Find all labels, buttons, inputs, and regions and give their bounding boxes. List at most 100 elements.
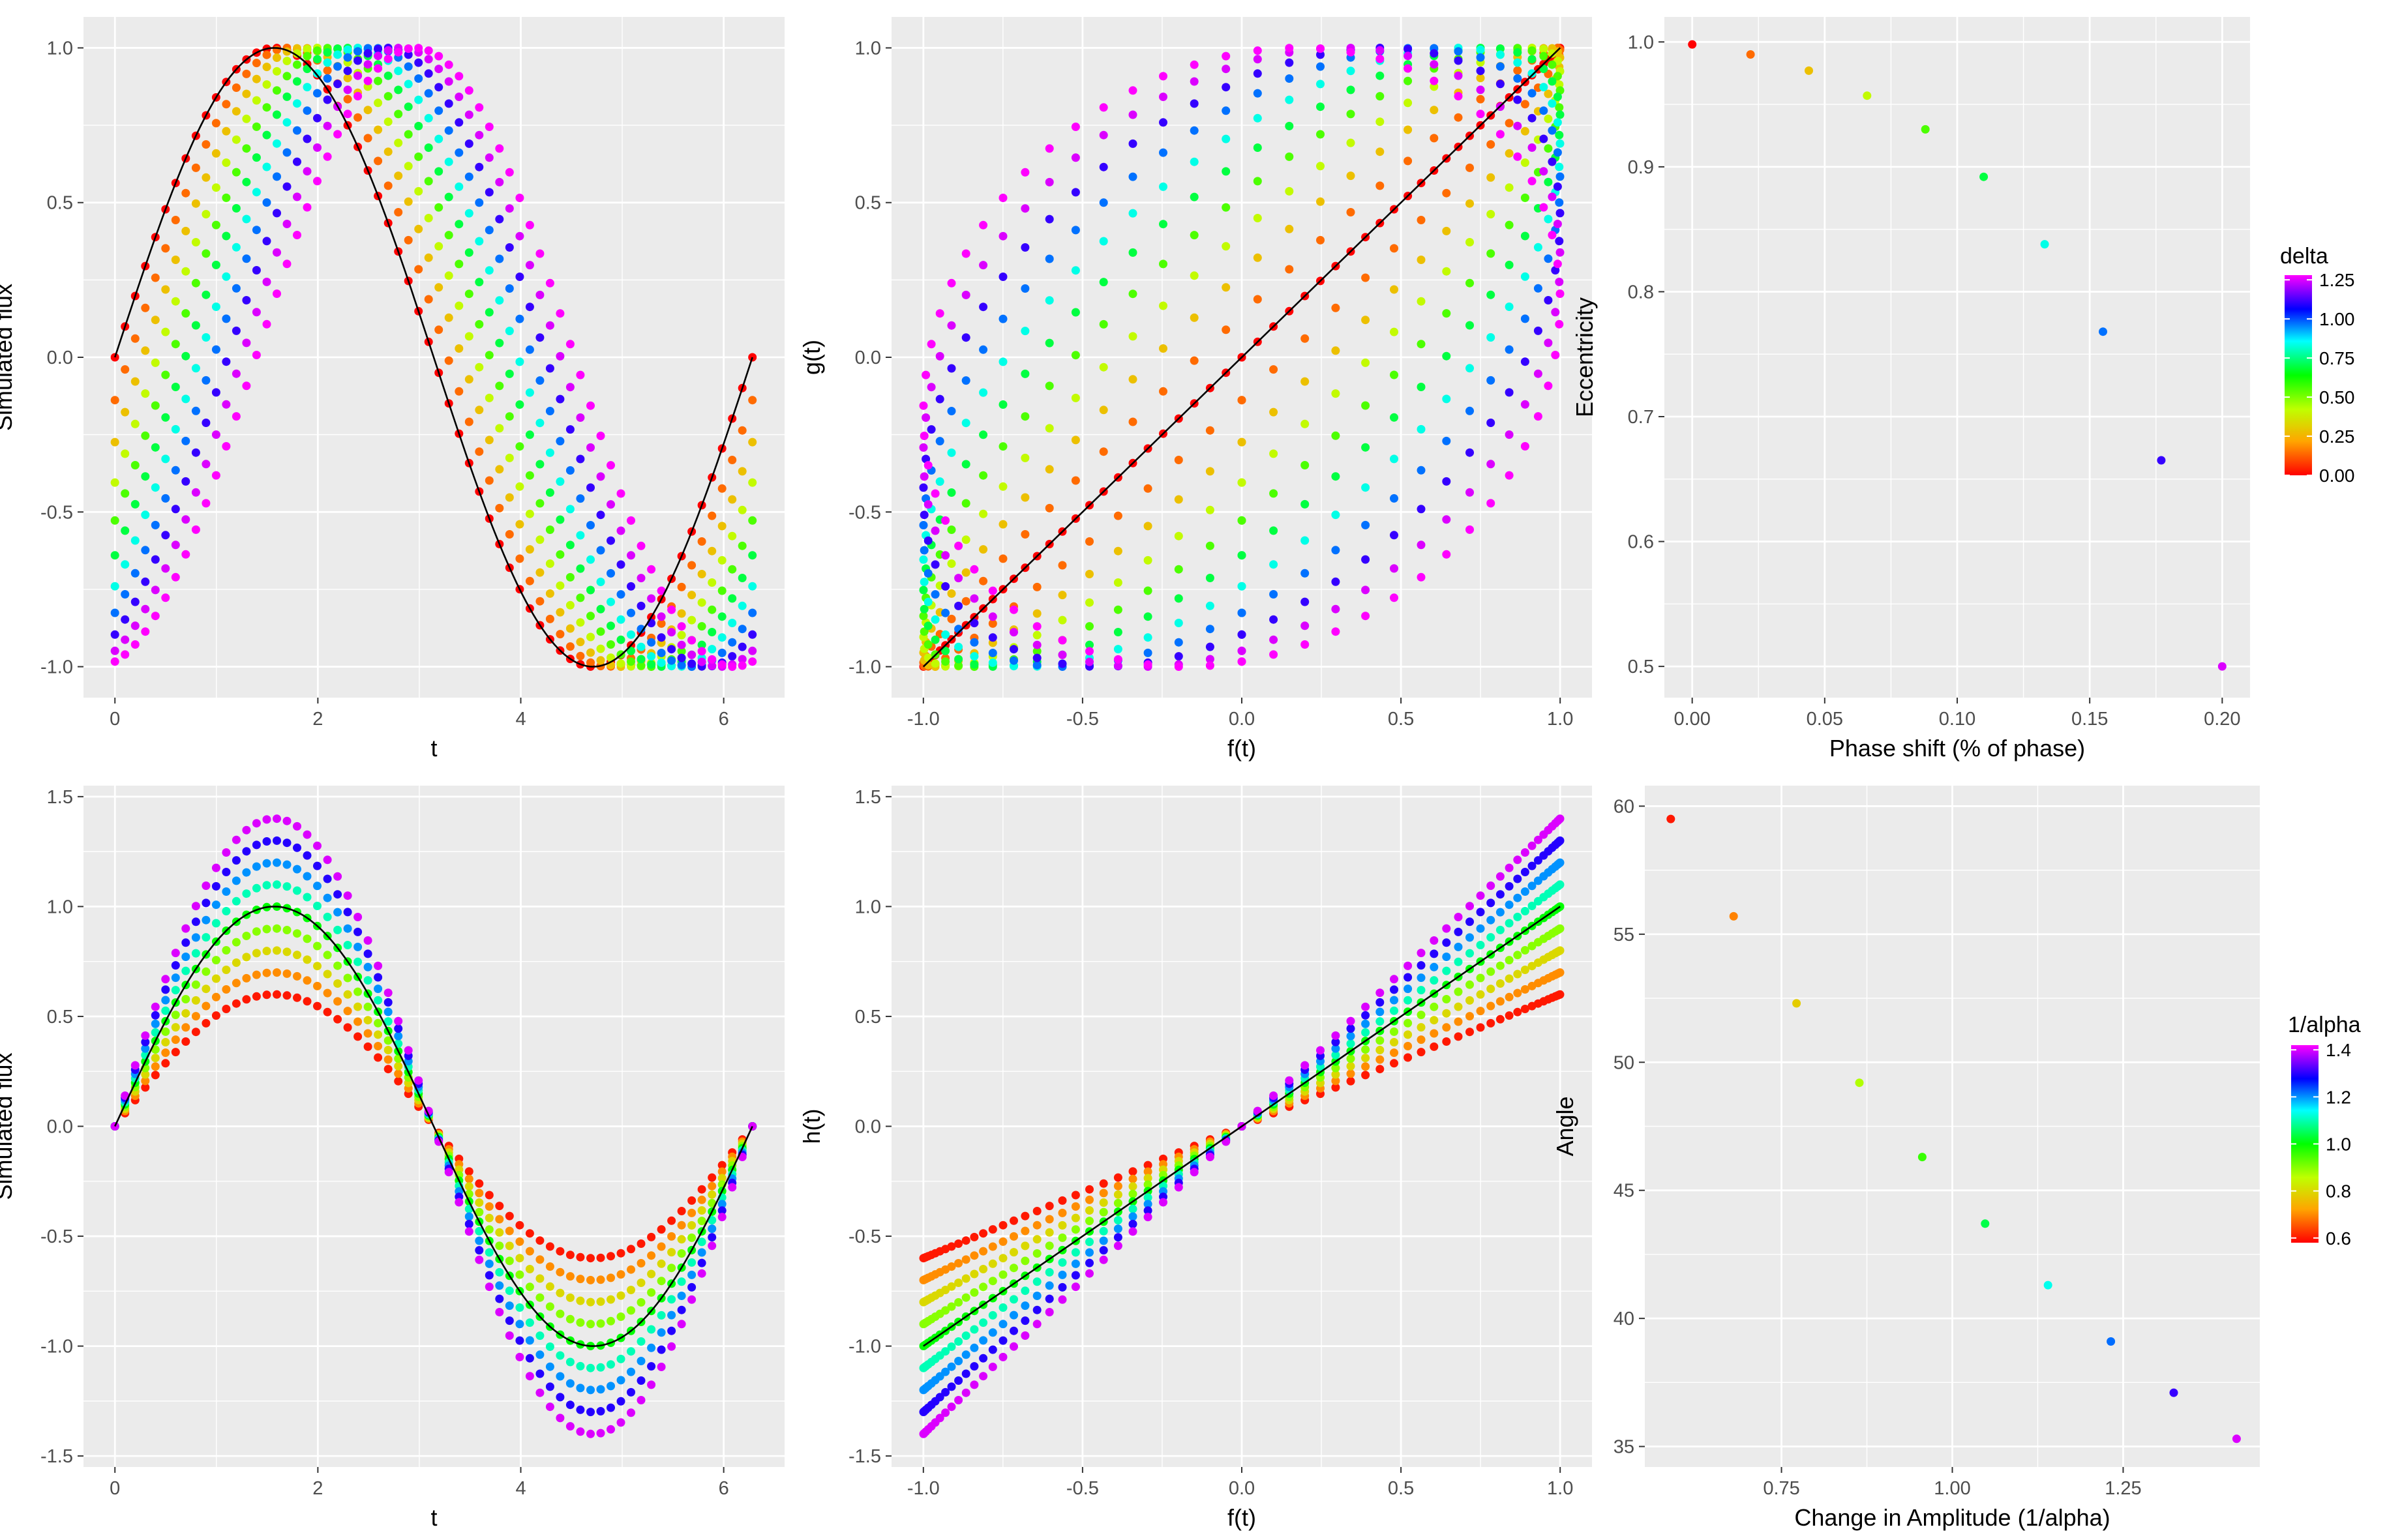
data-point xyxy=(141,389,150,398)
data-point xyxy=(1548,99,1557,108)
data-point xyxy=(293,157,301,166)
data-point xyxy=(1058,591,1067,600)
data-point xyxy=(505,284,514,293)
data-point xyxy=(475,1198,484,1207)
data-point xyxy=(1454,987,1463,996)
data-point xyxy=(1495,872,1505,881)
data-point xyxy=(1128,248,1137,257)
data-point xyxy=(262,130,271,140)
data-point xyxy=(1513,1007,1522,1016)
data-point xyxy=(596,1319,605,1328)
data-point xyxy=(607,621,615,630)
data-point xyxy=(1190,192,1199,201)
data-point xyxy=(383,147,393,156)
data-point xyxy=(202,1001,211,1011)
data-point xyxy=(363,76,372,85)
data-point xyxy=(1071,1202,1080,1211)
data-point xyxy=(1430,60,1439,69)
data-point xyxy=(596,627,605,636)
data-point xyxy=(151,443,160,452)
data-point xyxy=(424,253,433,262)
data-point xyxy=(323,66,332,75)
data-point xyxy=(1430,106,1439,115)
data-point xyxy=(1285,1076,1294,1085)
data-point xyxy=(1539,934,1548,943)
data-point xyxy=(374,1053,383,1062)
data-point xyxy=(1346,1031,1355,1041)
data-point xyxy=(556,1351,565,1360)
data-point xyxy=(1159,72,1167,81)
data-point xyxy=(313,177,322,186)
data-point xyxy=(919,483,928,492)
data-point xyxy=(161,996,170,1005)
data-point xyxy=(394,208,403,216)
data-point xyxy=(151,1071,160,1080)
data-point xyxy=(697,1248,706,1257)
data-point xyxy=(1285,152,1294,161)
data-point xyxy=(728,619,737,627)
data-point xyxy=(444,1168,453,1177)
data-point xyxy=(485,1213,494,1222)
data-point xyxy=(242,254,251,263)
data-point xyxy=(525,430,534,439)
data-point xyxy=(1375,1036,1385,1045)
data-point xyxy=(1205,625,1214,634)
data-point xyxy=(455,118,464,127)
data-point xyxy=(1375,988,1385,998)
data-point xyxy=(191,448,200,457)
data-point xyxy=(1143,1174,1152,1183)
data-point xyxy=(697,1185,706,1194)
data-point xyxy=(1454,92,1463,100)
data-point xyxy=(1442,477,1451,486)
data-point xyxy=(202,1018,211,1028)
data-point xyxy=(1346,171,1355,181)
data-point xyxy=(1520,231,1529,241)
data-point xyxy=(515,1221,524,1230)
data-point xyxy=(1505,956,1514,965)
data-point xyxy=(252,74,261,83)
data-point xyxy=(323,58,332,67)
data-point xyxy=(1404,64,1413,73)
data-point xyxy=(697,622,706,631)
data-point xyxy=(1548,231,1557,239)
data-point xyxy=(444,356,453,365)
data-point xyxy=(1404,125,1413,134)
data-point xyxy=(1300,569,1310,578)
data-point xyxy=(363,976,372,985)
data-point xyxy=(1361,443,1370,452)
data-point xyxy=(717,612,727,621)
data-point xyxy=(495,254,504,263)
data-point xyxy=(657,659,666,667)
data-point xyxy=(414,186,423,196)
data-point xyxy=(343,941,352,949)
data-point xyxy=(1505,260,1514,269)
data-point xyxy=(1465,980,1474,989)
data-point xyxy=(947,407,956,415)
data-point xyxy=(495,296,504,305)
data-point xyxy=(1553,182,1562,191)
data-point xyxy=(1486,290,1495,299)
data-point xyxy=(232,979,241,988)
data-point xyxy=(434,283,443,292)
data-point xyxy=(576,1252,585,1262)
data-point xyxy=(1390,985,1398,994)
data-point xyxy=(232,412,241,421)
data-point xyxy=(525,1265,534,1273)
data-point xyxy=(273,946,281,955)
data-point xyxy=(313,89,322,98)
data-point xyxy=(687,636,697,645)
data-point xyxy=(242,177,251,186)
data-point xyxy=(161,1038,170,1046)
data-point xyxy=(374,156,383,166)
data-point xyxy=(961,535,970,544)
data-point xyxy=(1430,949,1439,958)
data-point xyxy=(647,1343,656,1352)
data-point xyxy=(171,383,180,391)
data-point xyxy=(923,1295,933,1304)
data-point xyxy=(161,285,170,294)
data-point xyxy=(464,110,473,119)
data-point xyxy=(1520,100,1529,109)
data-point xyxy=(333,44,342,53)
data-point xyxy=(1551,308,1560,317)
data-point xyxy=(1486,249,1495,258)
